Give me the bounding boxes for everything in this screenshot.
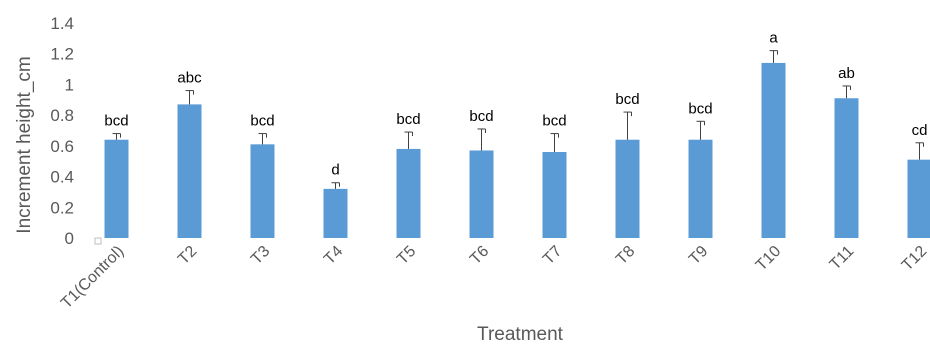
significance-letter: a — [769, 30, 778, 47]
significance-letter: bcd — [104, 113, 128, 130]
x-tick-label: T7 — [540, 243, 565, 268]
error-bars-group — [113, 51, 924, 189]
y-tick-label: 0.4 — [50, 168, 74, 187]
bar — [324, 189, 348, 238]
significance-letter: ab — [838, 65, 855, 82]
y-tick-label: 1.4 — [50, 14, 74, 33]
y-axis-ticks: 0 0.2 0.4 0.6 0.8 1 1.2 1.4 — [50, 14, 74, 248]
error-bar — [478, 129, 486, 151]
x-tick-label: T1(Control) — [58, 243, 127, 312]
bar — [251, 144, 275, 238]
significance-letter: d — [331, 162, 339, 179]
significance-letter: bcd — [688, 100, 712, 117]
y-tick-label: 1.2 — [50, 45, 74, 64]
x-axis-ticks: T1(Control) T2 T3 T4 T5 T6 T7 T8 T9 T10 T11 T12 — [58, 243, 930, 312]
y-tick-label: 0.8 — [50, 106, 74, 125]
y-tick-label: 1 — [65, 75, 74, 94]
x-tick-label: T10 — [753, 243, 785, 275]
bar — [616, 140, 640, 238]
x-tick-label: T12 — [899, 243, 930, 275]
bar — [105, 140, 129, 238]
error-bar — [770, 51, 778, 63]
x-tick-label: T6 — [467, 243, 492, 268]
bar — [397, 149, 421, 238]
x-tick-label: T11 — [827, 243, 858, 274]
error-bar — [405, 132, 413, 149]
error-bar — [113, 134, 121, 140]
significance-letter: abc — [177, 70, 202, 87]
x-tick-label: T4 — [321, 243, 346, 268]
x-tick-label: T9 — [686, 243, 711, 268]
bar — [470, 150, 494, 238]
significance-letter: bcd — [250, 113, 274, 130]
bar — [689, 140, 713, 238]
y-axis-label: Increment height_cm — [14, 56, 35, 233]
significance-letter: cd — [912, 122, 928, 139]
error-bar — [259, 134, 267, 145]
bars-group — [95, 63, 930, 244]
error-bar — [843, 86, 851, 98]
error-bar — [697, 121, 705, 139]
x-tick-label: T2 — [175, 243, 200, 268]
error-bar — [916, 143, 924, 160]
bar — [835, 98, 859, 238]
significance-letter: bcd — [542, 113, 566, 130]
significance-letters-group: bcd abc bcd d bcd bcd bcd bcd bcd a ab cd — [104, 30, 927, 179]
bar — [178, 104, 202, 238]
significance-letter: bcd — [615, 91, 639, 108]
significance-letter: bcd — [396, 111, 420, 128]
error-bar — [332, 183, 340, 189]
x-axis-label: Treatment — [477, 324, 564, 345]
y-tick-label: 0 — [65, 229, 74, 248]
significance-letter: bcd — [469, 108, 493, 125]
bar — [543, 152, 567, 238]
x-tick-label: T5 — [394, 243, 419, 268]
origin-marker — [95, 238, 101, 244]
bar — [762, 63, 786, 238]
error-bar — [551, 134, 559, 152]
y-tick-label: 0.6 — [50, 137, 74, 156]
y-tick-label: 0.2 — [50, 198, 74, 217]
x-tick-label: T8 — [613, 243, 638, 268]
error-bar — [186, 91, 194, 105]
error-bar — [624, 112, 632, 140]
bar — [908, 160, 930, 238]
x-tick-label: T3 — [248, 243, 273, 268]
